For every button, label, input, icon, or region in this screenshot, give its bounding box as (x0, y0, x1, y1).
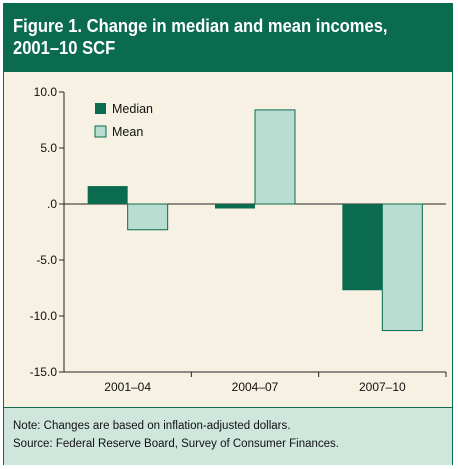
bar-mean (254, 109, 296, 205)
y-tick-label: 10.0 (34, 85, 58, 99)
figure-notes: Note: Changes are based on inflation-adj… (4, 407, 452, 465)
bar-mean (127, 203, 169, 231)
note-text: Note: Changes are based on inflation-adj… (13, 420, 291, 432)
chart-area: 10.0 5.0 .0 -5.0 -10.0 -15.0 2001–04 2004–07 200… (4, 72, 452, 407)
figure-panel: Figure 1. Change in median and mean inco… (3, 3, 453, 465)
y-tick-label: -15.0 (30, 365, 58, 379)
figure-title-line2: 2001–10 SCF (13, 38, 116, 58)
legend-label-median: Median (112, 102, 153, 116)
figure-title-line1: Figure 1. Change in median and mean inco… (13, 16, 388, 36)
legend-label-mean: Mean (112, 125, 143, 139)
y-tick-label: -5.0 (36, 253, 57, 267)
x-tick-label: 2004–07 (232, 380, 279, 394)
bar-median (87, 186, 128, 204)
y-tick-label: -10.0 (30, 309, 58, 323)
bar-median (215, 204, 255, 209)
y-tick-label: .0 (47, 197, 57, 211)
x-tick-label: 2007–10 (359, 380, 406, 394)
figure-header: Figure 1. Change in median and mean inco… (4, 4, 452, 72)
bar-mean (381, 203, 423, 332)
legend-swatch-mean (94, 125, 107, 138)
x-tick-label: 2001–04 (104, 380, 151, 394)
figure-title: Figure 1. Change in median and mean inco… (13, 15, 409, 59)
source-text: Source: Federal Reserve Board, Survey of… (13, 438, 339, 450)
legend-swatch-median (95, 103, 106, 114)
bar-chart: 10.0 5.0 .0 -5.0 -10.0 -15.0 2001–04 2004–07 200… (30, 85, 447, 394)
y-tick-label: 5.0 (40, 141, 57, 155)
bar-median (342, 204, 383, 291)
